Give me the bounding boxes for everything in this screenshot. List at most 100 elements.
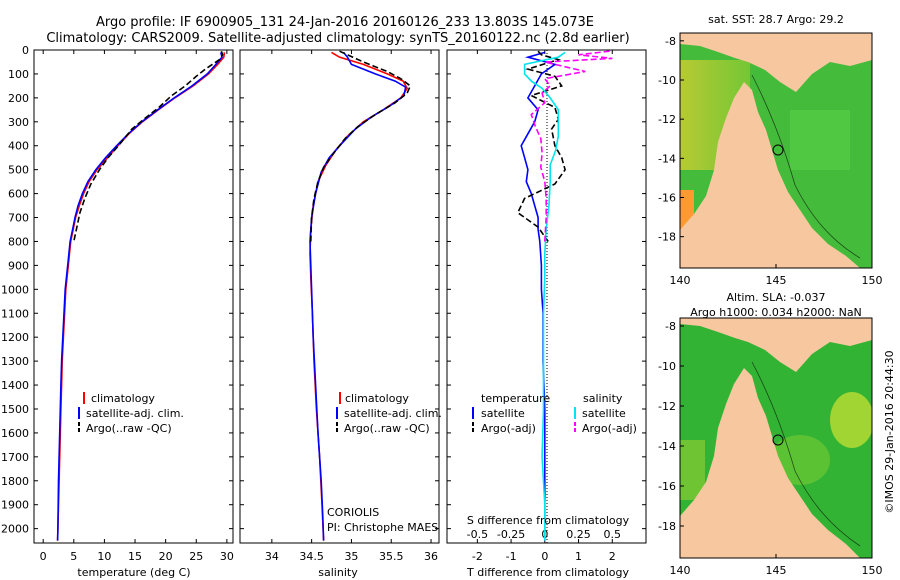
x-tick-label: -2 — [472, 550, 483, 563]
sla-png-land — [680, 318, 872, 372]
x2-tick-label: 0.25 — [566, 528, 591, 541]
map-lat-label: -14 — [658, 440, 676, 453]
sla-argo-position-marker — [772, 434, 784, 446]
map-lon-label: 140 — [670, 564, 691, 577]
depth-tick-label: 1500 — [1, 403, 29, 416]
depth-tick-label: 2000 — [1, 523, 29, 536]
x2-tick-label: -0.5 — [467, 528, 488, 541]
salinity-argo-line — [310, 50, 412, 242]
x-tick-label: 15 — [128, 550, 142, 563]
depth-tick-label: 500 — [8, 164, 29, 177]
map-lon-label: 140 — [670, 274, 691, 287]
map-lon-label: 145 — [766, 564, 787, 577]
map-lat-label: -14 — [658, 152, 676, 165]
sla-map-title-line2: Argo h1000: 0.034 h2000: NaN — [690, 306, 862, 319]
sla-cape-york-land — [680, 368, 860, 558]
depth-tick-label: 1600 — [1, 427, 29, 440]
depth-tick-label: 900 — [8, 259, 29, 272]
temperature-satellite-line — [56, 52, 223, 541]
sst-argo-position-marker — [772, 144, 784, 156]
map-lat-label: -10 — [658, 360, 676, 373]
depth-tick-label: 1300 — [1, 355, 29, 368]
figure-title-line1: Argo profile: IF 6900905_131 24-Jan-2016… — [96, 15, 594, 30]
depth-tick-label: 700 — [8, 212, 29, 225]
map-lat-label: -16 — [658, 192, 676, 205]
depth-tick-label: 1200 — [1, 331, 29, 344]
temperature-legend: climatology satellite-adj. clim. Argo(..… — [78, 392, 184, 435]
depth-tick-label: 800 — [8, 235, 29, 248]
sst-map — [680, 33, 872, 268]
salinity-satellite-line — [309, 51, 407, 541]
sla-map — [680, 318, 872, 558]
legend-t-sat-label: satellite — [481, 407, 525, 420]
map-lat-label: -18 — [658, 520, 676, 533]
sla-map-title-line1: Altim. SLA: -0.037 — [726, 291, 825, 304]
difference-xlabel-t: T difference from climatology — [466, 566, 629, 579]
legend-argo-label: Argo(..raw -QC) — [86, 422, 172, 435]
map-lon-label: 145 — [766, 274, 787, 287]
map-lat-label: -8 — [665, 35, 676, 48]
map-lon-label: 150 — [862, 564, 883, 577]
legend-argo-label: Argo(..raw -QC) — [344, 422, 430, 435]
imos-timestamp: ©IMOS 29-Jan-2016 20:44:30 — [883, 350, 896, 513]
map-lat-label: -16 — [658, 480, 676, 493]
sst-map-axes: -8 -10 -12 -14 -16 -18 140 145 150 — [658, 35, 882, 287]
legend-temperature-header: temperature — [481, 392, 550, 405]
x2-tick-label: -0.25 — [497, 528, 525, 541]
legend-climatology-label: climatology — [345, 392, 409, 405]
x-tick-label: 30 — [220, 550, 234, 563]
depth-tick-label: 1800 — [1, 475, 29, 488]
x-tick-label: 35.5 — [379, 550, 404, 563]
x-tick-label: 10 — [97, 550, 111, 563]
depth-tick-label: 100 — [8, 68, 29, 81]
depth-tick-label: 400 — [8, 140, 29, 153]
x-tick-label: 1 — [575, 550, 582, 563]
x-tick-label: 25 — [189, 550, 203, 563]
legend-satellite-label: satellite-adj. clim. — [344, 407, 442, 420]
legend-climatology-label: climatology — [91, 392, 155, 405]
x2-tick-label: 0.5 — [604, 528, 622, 541]
map-lat-label: -18 — [658, 231, 676, 244]
salinity-xlabel: salinity — [318, 566, 358, 579]
salinity-legend: climatology satellite-adj. clim. Argo(..… — [336, 392, 442, 435]
sst-green-patch — [790, 110, 850, 170]
map-lat-label: -8 — [665, 320, 676, 333]
legend-salinity-header: salinity — [583, 392, 623, 405]
x-tick-label: 36 — [424, 550, 438, 563]
x-tick-label: 2 — [609, 550, 616, 563]
salinity-plot-frame — [239, 49, 440, 544]
map-lat-label: -12 — [658, 400, 676, 413]
depth-tick-label: 1400 — [1, 379, 29, 392]
x-tick-label: 0 — [541, 550, 548, 563]
depth-tick-label: 1700 — [1, 451, 29, 464]
legend-satellite-label: satellite-adj. clim. — [86, 407, 184, 420]
depth-tick-label: 300 — [8, 116, 29, 129]
sst-png-land — [680, 33, 872, 92]
difference-t_argo-line — [516, 50, 566, 242]
x-tick-label: 34.5 — [299, 550, 324, 563]
depth-tick-label: 200 — [8, 92, 29, 105]
pi-label: PI: Christophe MAES — [327, 521, 438, 534]
depth-tick-label: 1900 — [1, 499, 29, 512]
x-tick-label: 35 — [344, 550, 358, 563]
sst-cape-york-land — [680, 82, 860, 268]
temperature-plot-frame — [33, 49, 234, 544]
depth-tick-label: 600 — [8, 188, 29, 201]
sla-high-anomaly — [830, 392, 872, 448]
sst-map-title: sat. SST: 28.7 Argo: 29.2 — [708, 13, 844, 26]
difference-s_sat-line — [523, 51, 566, 541]
difference-legend: temperature salinity satellite Argo(-adj… — [472, 392, 637, 435]
x-tick-label: -1 — [506, 550, 517, 563]
depth-tick-label: 0 — [22, 44, 29, 57]
x-tick-label: 0 — [40, 550, 47, 563]
temperature-xlabel: temperature (deg C) — [77, 566, 190, 579]
series-layer — [56, 50, 613, 541]
depth-tick-label: 1000 — [1, 283, 29, 296]
sla-bathymetry-contour — [751, 361, 861, 547]
figure-title-line2: Climatology: CARS2009. Satellite-adjuste… — [46, 31, 629, 46]
sla-map-axes: -8 -10 -12 -14 -16 -18 140 145 150 — [658, 320, 882, 577]
legend-s-sat-label: satellite — [582, 407, 626, 420]
legend-s-argo-label: Argo(-adj) — [582, 422, 637, 435]
legend-t-argo-label: Argo(-adj) — [481, 422, 536, 435]
